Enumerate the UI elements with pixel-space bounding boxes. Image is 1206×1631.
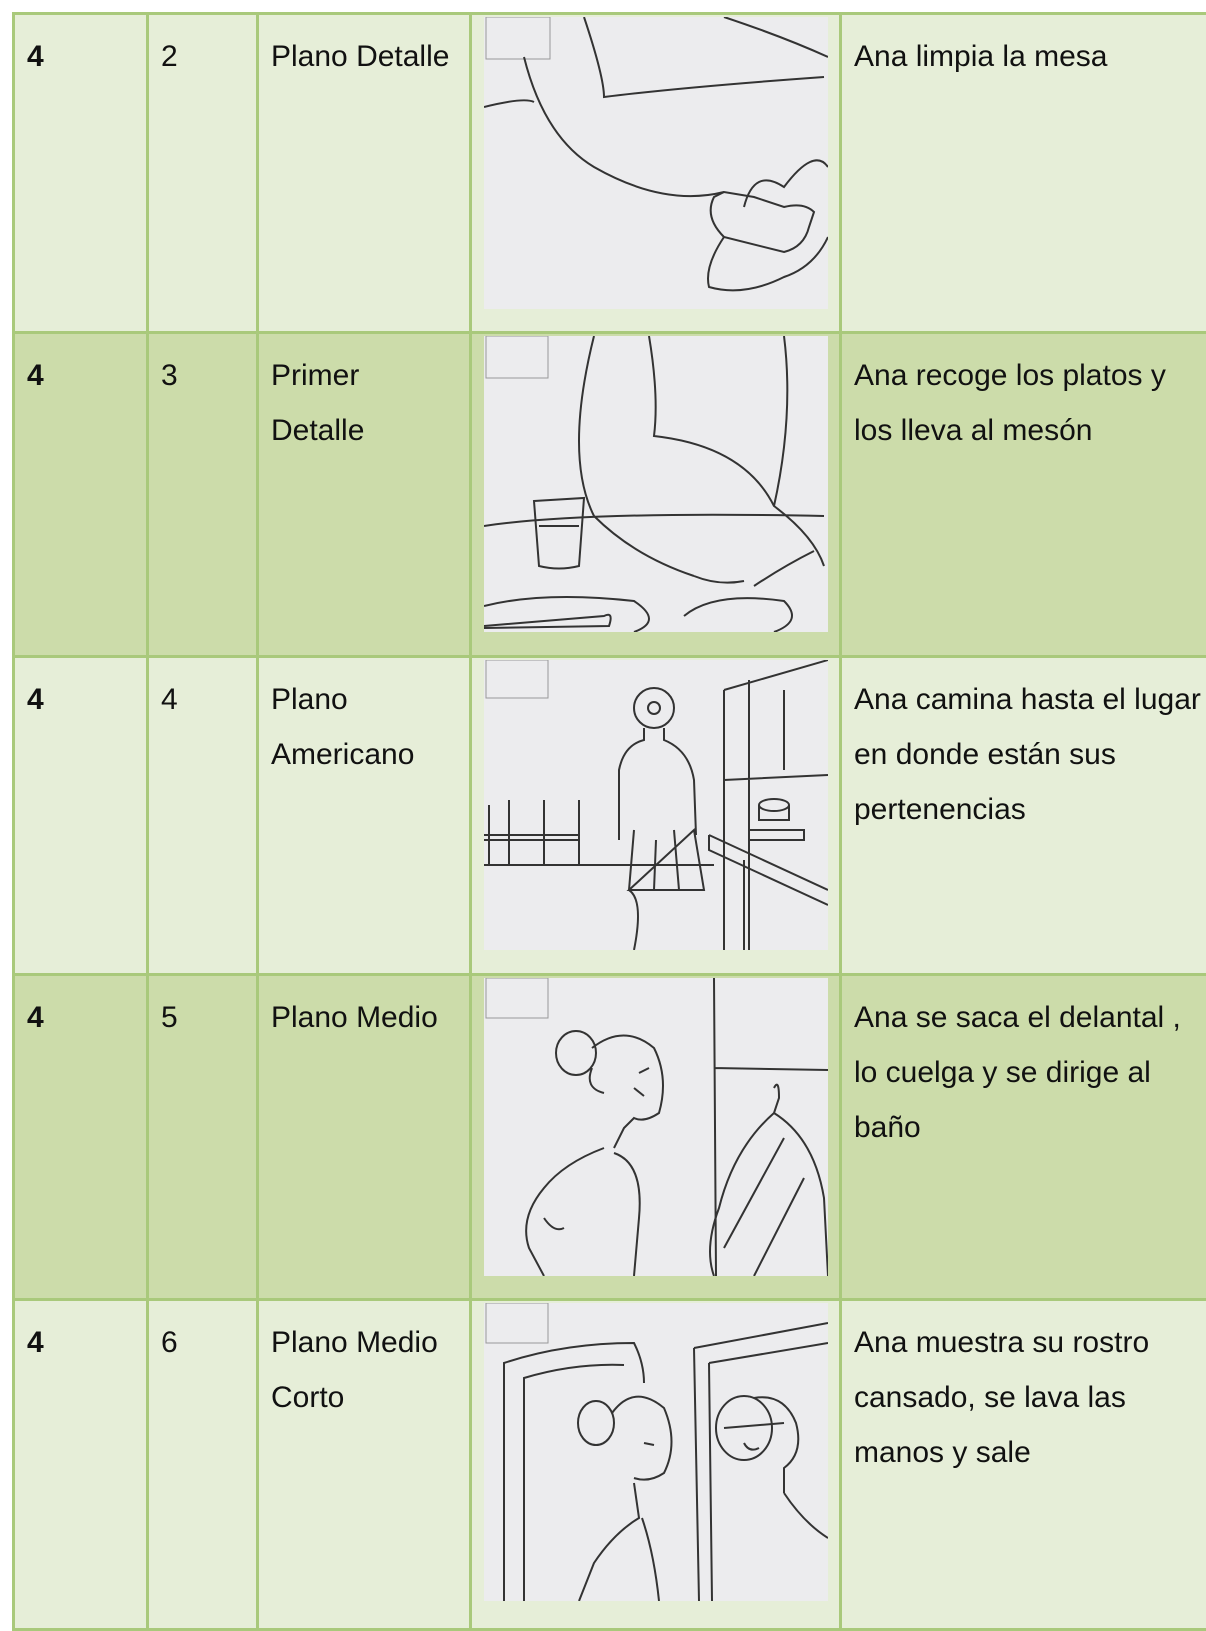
storyboard-table: 4 2 Plano Detalle Ana limpia la mesa 4 3… xyxy=(12,12,1206,1631)
row: 4 2 Plano Detalle Ana limpia la mesa xyxy=(14,14,1206,333)
sketch-cell xyxy=(471,975,841,1300)
shot: 4 xyxy=(148,657,258,975)
description: Ana limpia la mesa xyxy=(841,14,1206,333)
row: 4 5 Plano Medio Ana se saca el delantal … xyxy=(14,975,1206,1300)
shot: 6 xyxy=(148,1300,258,1630)
shot: 2 xyxy=(148,14,258,333)
sketch-cell xyxy=(471,333,841,657)
sketch-cell xyxy=(471,14,841,333)
plane: Plano Medio xyxy=(258,975,471,1300)
sketch xyxy=(484,978,828,1276)
scene: 4 xyxy=(14,975,148,1300)
description: Ana muestra su rostro cansado, se lava l… xyxy=(841,1300,1206,1630)
scene: 4 xyxy=(14,657,148,975)
sketch-cell xyxy=(471,657,841,975)
sketch-cell xyxy=(471,1300,841,1630)
row: 4 4 Plano Americano Ana camina hasta el … xyxy=(14,657,1206,975)
description: Ana recoge los platos y los lleva al mes… xyxy=(841,333,1206,657)
sketch xyxy=(484,336,828,632)
description: Ana se saca el delantal , lo cuelga y se… xyxy=(841,975,1206,1300)
scene: 4 xyxy=(14,1300,148,1630)
plane: Plano Americano xyxy=(258,657,471,975)
sketch xyxy=(484,1303,828,1601)
shot: 3 xyxy=(148,333,258,657)
plane: Plano Detalle xyxy=(258,14,471,333)
sketch xyxy=(484,17,828,309)
scene: 4 xyxy=(14,14,148,333)
plane: Plano Medio Corto xyxy=(258,1300,471,1630)
plane: Primer Detalle xyxy=(258,333,471,657)
sketch xyxy=(484,660,828,950)
row: 4 3 Primer Detalle Ana recoge los platos… xyxy=(14,333,1206,657)
shot: 5 xyxy=(148,975,258,1300)
row: 4 6 Plano Medio Corto Ana muestra su ros… xyxy=(14,1300,1206,1630)
description: Ana camina hasta el lugar en donde están… xyxy=(841,657,1206,975)
scene: 4 xyxy=(14,333,148,657)
